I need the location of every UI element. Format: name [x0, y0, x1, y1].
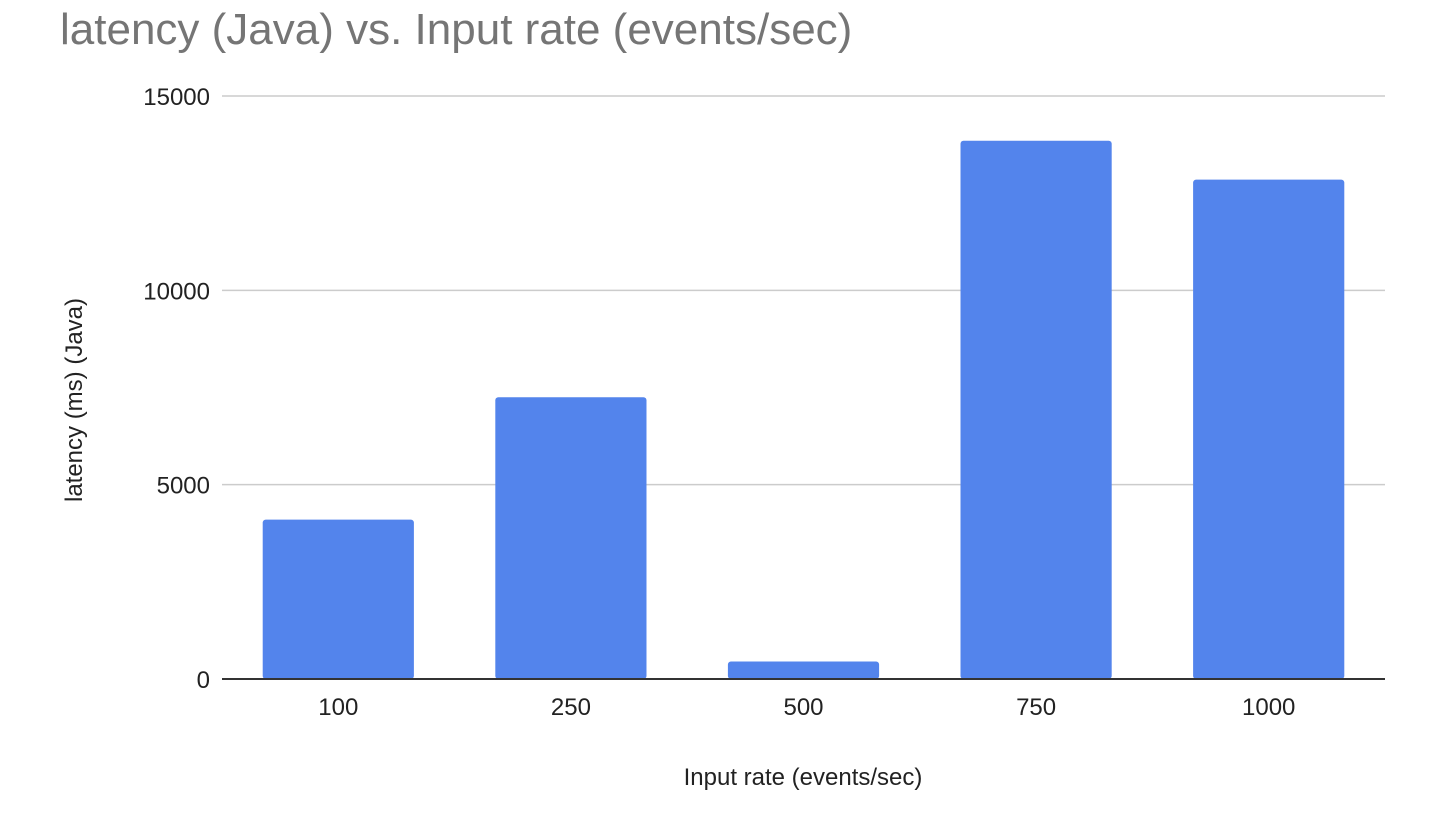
- x-axis-title: Input rate (events/sec): [684, 764, 923, 791]
- x-tick-label: 750: [1016, 694, 1056, 721]
- x-tick-label: 100: [318, 694, 358, 721]
- y-tick-label: 0: [197, 667, 210, 694]
- chart-title: latency (Java) vs. Input rate (events/se…: [60, 5, 852, 54]
- gridlines: [222, 95, 1385, 486]
- x-tick-label: 1000: [1242, 694, 1295, 721]
- bars: [262, 140, 1345, 680]
- y-axis-ticks: 0 5000 10000 15000: [143, 84, 210, 694]
- y-tick-label: 10000: [143, 278, 210, 305]
- x-axis-ticks: 100 250 500 750 1000: [318, 694, 1295, 721]
- bar-1000: [1193, 179, 1345, 679]
- y-axis-title: latency (ms) (Java): [61, 298, 88, 502]
- y-tick-label: 5000: [157, 473, 210, 500]
- bar-250: [495, 397, 647, 679]
- y-tick-label: 15000: [143, 84, 210, 111]
- bar-750: [960, 140, 1112, 680]
- x-tick-label: 500: [783, 694, 823, 721]
- x-tick-label: 250: [551, 694, 591, 721]
- bar-100: [262, 519, 414, 679]
- bar-500: [727, 661, 880, 679]
